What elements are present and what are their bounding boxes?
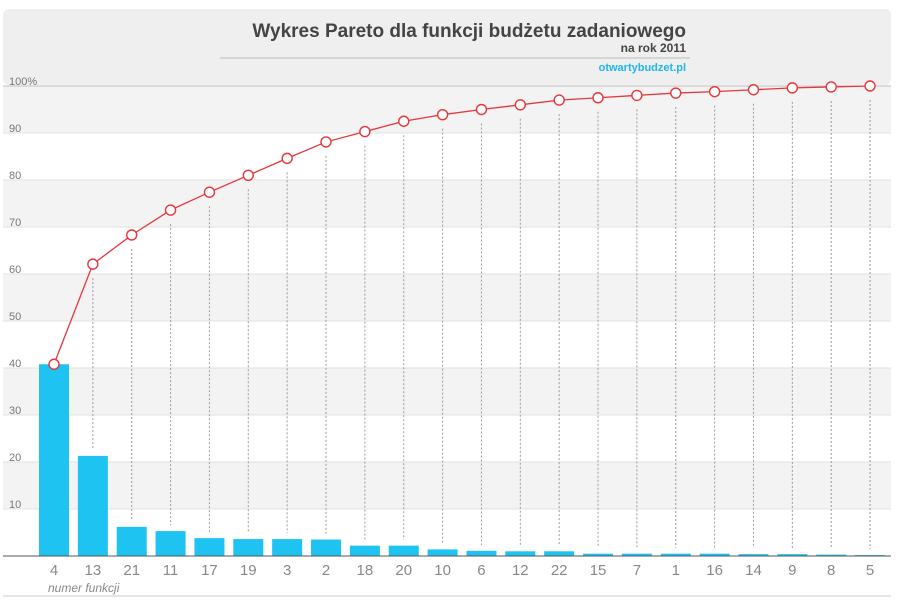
bar-13 (77, 455, 108, 556)
bar-18 (349, 545, 380, 556)
cumulative-line-series (48, 80, 876, 370)
x-tick-label: 2 (322, 562, 330, 579)
cumulative-point-10 (436, 108, 449, 121)
cumulative-point-13 (87, 258, 99, 270)
bar-6 (466, 550, 497, 556)
plot-band (3, 462, 891, 509)
y-tick-label: 10 (9, 499, 21, 511)
bar-series (39, 364, 886, 556)
bar-11 (155, 531, 186, 556)
cumulative-point-11 (164, 204, 177, 216)
y-tick-label: 20 (9, 452, 21, 464)
x-tick-label: 21 (123, 562, 140, 579)
bar-15 (583, 553, 614, 556)
bar-7 (621, 553, 652, 556)
x-tick-label: 7 (633, 562, 641, 579)
cumulative-line (53, 85, 871, 365)
x-tick-label: 11 (163, 562, 179, 579)
cumulative-point-12 (514, 99, 527, 111)
cumulative-point-18 (359, 125, 371, 138)
bar-22 (544, 551, 575, 556)
bar-19 (233, 539, 264, 556)
plot-bands (3, 85, 891, 556)
cumulative-point-21 (126, 229, 138, 241)
plot-band (3, 321, 891, 368)
bar-2 (311, 539, 342, 556)
cumulative-point-20 (398, 115, 410, 127)
plot-band (3, 227, 891, 274)
cumulative-point-14 (747, 84, 760, 96)
cumulative-point-19 (242, 169, 255, 182)
cumulative-point-6 (475, 103, 488, 116)
x-tick-label: 13 (85, 562, 102, 579)
bar-14 (738, 554, 769, 556)
x-tick-label: 1 (672, 562, 680, 579)
x-tick-label: 17 (201, 562, 218, 579)
x-tick-label: 16 (706, 562, 723, 579)
bar-1 (660, 553, 691, 556)
y-tick-label: 100% (9, 76, 37, 88)
x-tick-label: 6 (477, 562, 485, 579)
guide-lines (92, 100, 871, 550)
cumulative-point-5 (864, 80, 876, 92)
x-tick-label: 15 (590, 562, 607, 579)
y-tick-label: 30 (9, 405, 21, 417)
y-tick-label: 90 (9, 123, 21, 135)
chart-subtitle: na rok 2011 (621, 41, 687, 55)
plot-band (3, 274, 891, 321)
bar-21 (116, 526, 147, 556)
x-tick-label: 14 (745, 562, 762, 579)
plot-band (3, 415, 891, 462)
cumulative-point-22 (553, 94, 565, 106)
plot-band (3, 509, 891, 556)
cumulative-point-2 (320, 136, 332, 148)
cumulative-point-3 (281, 152, 293, 165)
bar-10 (427, 549, 458, 556)
source-label: otwartybudzet.pl (599, 62, 686, 74)
x-tick-label: 10 (434, 562, 451, 579)
cumulative-point-1 (670, 87, 682, 99)
cumulative-point-7 (631, 89, 643, 102)
x-tick-label: 5 (866, 562, 874, 579)
plot-band (3, 368, 891, 415)
y-axis-ticks: 10 20 30 40 50 60 70 80 90 100% (9, 76, 37, 511)
bar-12 (505, 551, 536, 556)
cumulative-point-15 (592, 92, 604, 104)
bar-3 (272, 539, 303, 556)
y-tick-label: 70 (9, 217, 21, 229)
x-tick-label: 12 (512, 562, 529, 579)
y-tick-label: 50 (9, 311, 21, 323)
plot-band (3, 133, 891, 180)
x-tick-label: 8 (827, 562, 835, 579)
y-tick-label: 40 (9, 358, 21, 370)
chart-title: Wykres Pareto dla funkcji budżetu zadani… (252, 21, 686, 42)
bar-4 (39, 364, 69, 556)
cumulative-point-8 (825, 81, 837, 93)
x-tick-label: 20 (395, 562, 412, 579)
x-tick-label: 3 (283, 562, 291, 579)
bar-20 (388, 545, 419, 556)
cumulative-point-9 (786, 82, 799, 94)
x-tick-label: 18 (357, 562, 374, 579)
cumulative-point-17 (203, 186, 216, 198)
x-axis-ticks: 4 13 21 11 17 19 3 2 18 20 10 6 12 22 15 7 1 16 14 9 8 5 (50, 562, 874, 579)
x-tick-label: 19 (240, 562, 257, 579)
x-tick-label: 4 (50, 562, 58, 579)
x-axis-label: numer funkcji (48, 581, 120, 595)
y-tick-label: 80 (9, 170, 21, 182)
x-tick-label: 9 (788, 562, 796, 579)
bar-17 (194, 538, 225, 556)
x-tick-label: 22 (551, 562, 568, 579)
y-tick-label: 60 (9, 264, 21, 276)
cumulative-point-16 (708, 85, 721, 98)
plot-band (3, 86, 891, 133)
header-background (3, 9, 891, 85)
bar-9 (777, 554, 808, 556)
bar-16 (699, 553, 730, 556)
plot-band (3, 180, 891, 227)
cumulative-point-4 (48, 358, 60, 370)
bar-8 (816, 554, 847, 556)
